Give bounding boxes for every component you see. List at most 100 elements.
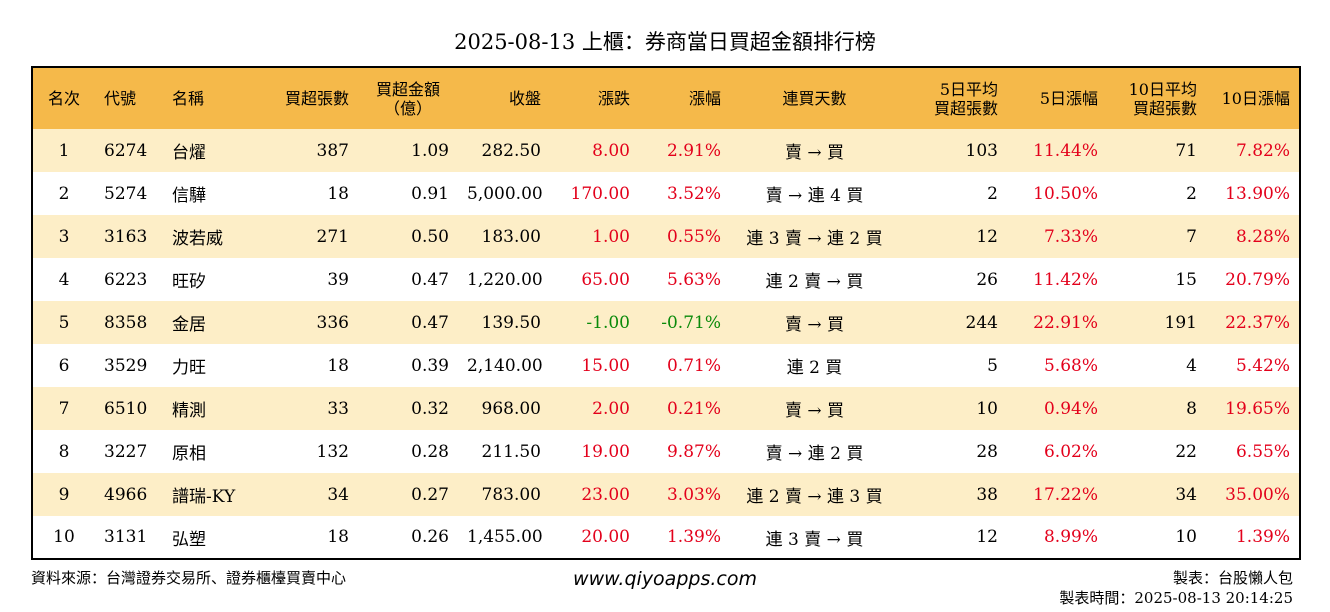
cell-pct10: 7.82% <box>1235 140 1290 161</box>
header-row: 名次 代號 名稱 買超張數 買超金額 （億） 收盤 漲跌 漲幅 連買天數 5日平… <box>32 67 1300 129</box>
cell-name: 波若威 <box>172 229 223 249</box>
table-row: 8 3227 原相 132 0.28 211.50 19.00 9.87% 賣 … <box>32 430 1300 473</box>
cell-streak: 賣 → 連 2 買 <box>765 444 864 464</box>
cell-avg5: 244 <box>965 312 998 333</box>
cell-change: 8.00 <box>592 140 630 161</box>
header-pct: 漲幅 <box>688 89 721 108</box>
cell-net-shares: 34 <box>327 484 349 505</box>
cell-rank: 4 <box>58 269 70 290</box>
cell-avg10: 22 <box>1175 441 1197 462</box>
cell-avg10: 7 <box>1186 226 1197 247</box>
cell-avg5: 10 <box>976 398 998 419</box>
table-row: 4 6223 旺矽 39 0.47 1,220.00 65.00 5.63% 連… <box>32 258 1300 301</box>
cell-rank: 8 <box>58 441 70 462</box>
cell-code: 3227 <box>104 441 148 462</box>
cell-pct10: 5.42% <box>1235 355 1290 376</box>
cell-avg10: 4 <box>1186 355 1197 376</box>
cell-close: 183.00 <box>481 226 541 247</box>
cell-net-amount: 0.39 <box>411 355 449 376</box>
header-net-amount-line1: 買超金額 <box>375 79 440 99</box>
cell-rank: 9 <box>58 484 70 505</box>
ranking-table: 名次 代號 名稱 買超張數 買超金額 （億） 收盤 漲跌 漲幅 連買天數 5日平… <box>31 66 1301 560</box>
cell-avg10: 34 <box>1175 484 1197 505</box>
cell-rank: 6 <box>58 355 70 376</box>
cell-name: 金居 <box>172 315 206 335</box>
cell-name: 譜瑞-KY <box>172 487 236 507</box>
cell-net-shares: 336 <box>316 312 349 333</box>
cell-pct: 5.63% <box>666 269 721 290</box>
cell-pct10: 19.65% <box>1225 398 1290 419</box>
cell-streak: 連 3 賣 → 連 2 買 <box>746 229 883 249</box>
cell-streak: 賣 → 連 4 買 <box>765 186 864 206</box>
cell-close: 1,220.00 <box>467 269 543 290</box>
cell-rank: 5 <box>58 312 70 333</box>
header-code: 代號 <box>104 89 137 108</box>
cell-net-shares: 39 <box>327 269 349 290</box>
cell-code: 3131 <box>104 527 148 547</box>
cell-code: 5274 <box>104 183 148 204</box>
cell-name: 精測 <box>172 401 206 421</box>
cell-pct5: 10.50% <box>1033 183 1098 204</box>
cell-close: 1,455.00 <box>467 527 543 547</box>
header-avg10: 10日平均 買超張數 <box>1107 67 1206 129</box>
cell-streak: 賣 → 買 <box>784 143 845 163</box>
header-avg10-line1: 10日平均 <box>1128 79 1197 99</box>
cell-avg5: 12 <box>976 527 998 547</box>
cell-pct: 0.55% <box>666 226 721 247</box>
cell-avg10: 71 <box>1175 140 1197 161</box>
cell-rank: 10 <box>53 527 75 547</box>
page-title: 2025-08-13 上櫃：券商當日買超金額排行榜 <box>454 30 876 54</box>
cell-avg5: 12 <box>976 226 998 247</box>
header-avg5: 5日平均 買超張數 <box>899 67 1007 129</box>
header-avg5-line2: 買超張數 <box>933 98 998 118</box>
cell-name: 弘塑 <box>172 529 206 550</box>
cell-rank: 7 <box>58 398 70 419</box>
cell-pct5: 7.33% <box>1043 226 1098 247</box>
cell-code: 6510 <box>104 398 148 419</box>
cell-pct5: 17.22% <box>1033 484 1098 505</box>
header-rank: 名次 <box>47 89 80 108</box>
cell-net-amount: 0.26 <box>411 527 449 547</box>
cell-net-amount: 0.47 <box>411 269 449 290</box>
cell-pct5: 22.91% <box>1033 312 1098 333</box>
cell-pct: 9.87% <box>666 441 721 462</box>
cell-net-shares: 18 <box>327 527 349 547</box>
cell-pct: -0.71% <box>661 312 721 333</box>
cell-avg10: 10 <box>1175 527 1197 547</box>
table-row: 10 3131 弘塑 18 0.26 1,455.00 20.00 1.39% … <box>32 516 1300 559</box>
cell-pct10: 13.90% <box>1225 183 1290 204</box>
cell-pct10: 8.28% <box>1235 226 1290 247</box>
cell-rank: 1 <box>58 140 70 161</box>
cell-pct10: 1.39% <box>1235 527 1290 547</box>
cell-avg10: 15 <box>1175 269 1197 290</box>
cell-streak: 賣 → 買 <box>784 315 845 335</box>
cell-streak: 連 2 賣 → 連 3 買 <box>746 487 883 507</box>
cell-net-amount: 0.27 <box>411 484 449 505</box>
cell-streak: 賣 → 買 <box>784 401 845 421</box>
cell-pct5: 11.44% <box>1033 140 1098 161</box>
cell-avg5: 28 <box>976 441 998 462</box>
cell-net-shares: 271 <box>316 226 349 247</box>
cell-code: 3529 <box>104 355 148 376</box>
cell-avg10: 8 <box>1186 398 1197 419</box>
cell-change: 170.00 <box>570 183 630 204</box>
cell-avg5: 5 <box>987 355 998 376</box>
cell-change: 65.00 <box>581 269 630 290</box>
cell-name: 旺矽 <box>172 272 206 292</box>
cell-pct: 3.03% <box>666 484 721 505</box>
cell-change: 2.00 <box>592 398 630 419</box>
cell-name: 台燿 <box>172 143 206 163</box>
cell-avg5: 26 <box>976 269 998 290</box>
cell-net-amount: 0.32 <box>411 398 449 419</box>
cell-pct10: 35.00% <box>1225 484 1290 505</box>
cell-pct10: 20.79% <box>1225 269 1290 290</box>
cell-pct10: 6.55% <box>1235 441 1290 462</box>
table-row: 3 3163 波若威 271 0.50 183.00 1.00 0.55% 連 … <box>32 215 1300 258</box>
cell-change: 1.00 <box>592 226 630 247</box>
cell-avg10: 191 <box>1164 312 1197 333</box>
cell-net-amount: 0.50 <box>411 226 449 247</box>
cell-change: 23.00 <box>581 484 630 505</box>
header-net-shares: 買超張數 <box>284 89 349 108</box>
cell-pct: 2.91% <box>666 140 721 161</box>
cell-pct5: 6.02% <box>1043 441 1098 462</box>
